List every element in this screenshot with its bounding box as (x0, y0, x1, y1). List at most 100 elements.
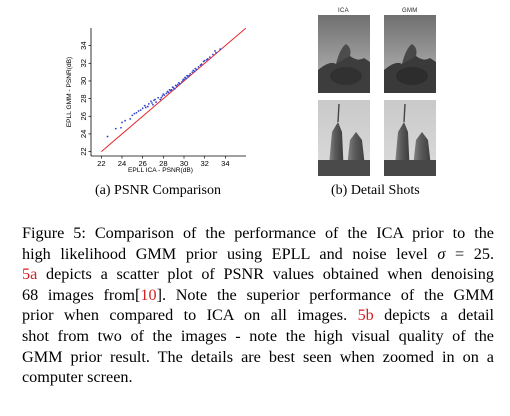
data-points (106, 48, 222, 138)
caption-reference-link[interactable]: 10 (140, 285, 157, 304)
caption-line: shot from two of the images - note the h… (22, 326, 494, 347)
x-tick-label: 24 (118, 159, 126, 168)
caption-text: = 25. (445, 244, 494, 263)
scatter-point (151, 102, 153, 104)
scatter-point (147, 103, 150, 105)
scatter-point (214, 50, 216, 52)
scatter-point (174, 84, 177, 87)
figure-caption: Figure 5: Comparison of the performance … (22, 223, 494, 388)
detail-image-spire-ica (318, 100, 370, 176)
column-label-gmm: GMM (402, 8, 418, 14)
caption-line: Figure 5: Comparison of the performance … (22, 223, 494, 244)
scatter-point (150, 100, 152, 103)
scatter-point (155, 101, 158, 104)
scatter-point (152, 103, 154, 106)
x-tick-labels: 22 24 26 28 30 32 34 (97, 156, 230, 168)
scatter-point (139, 109, 142, 111)
scatter-point (186, 74, 189, 77)
y-tick-label: 26 (79, 112, 88, 120)
diagonal-line-group (101, 28, 246, 152)
scatter-point (170, 88, 173, 91)
caption-text: prior when compared to ICA on all images… (22, 306, 358, 325)
detail-image-spire-gmm (384, 100, 436, 176)
y-axis-label: EPLL GMM - PSNR(dB) (66, 57, 73, 127)
scatter-point (133, 112, 136, 115)
caption-text: 68 images from[ (22, 285, 141, 304)
scatter-point (200, 63, 203, 66)
x-tick-label: 30 (180, 159, 188, 168)
subfigure-b-caption: (b) Detail Shots (331, 183, 420, 198)
caption-line: 5a depicts a scatter plot of PSNR values… (22, 264, 494, 285)
y-tick-label: 24 (79, 130, 88, 138)
y-tick-label: 22 (79, 147, 88, 155)
scatter-point (212, 53, 214, 56)
caption-text: computer screen. (22, 368, 133, 387)
scatter-point (161, 95, 164, 97)
caption-text: depicts a scatter plot of PSNR values ob… (37, 265, 494, 284)
detail-shots (318, 15, 436, 176)
caption-text: Figure 5: Comparison of the performance … (22, 224, 494, 242)
caption-line: 68 images from[10]. Note the superior pe… (22, 285, 494, 306)
x-tick-label: 28 (159, 159, 167, 168)
caption-text: depicts a detail (373, 306, 495, 325)
scatter-point (135, 111, 138, 114)
scatter-point (165, 92, 168, 95)
scatter-point (120, 126, 122, 129)
scatter-point (182, 79, 184, 81)
scatter-point (166, 90, 169, 93)
y-tick-label: 34 (79, 41, 88, 49)
caption-reference-link[interactable]: 5b (357, 306, 374, 325)
scatter-point (194, 67, 197, 70)
y-tick-label: 28 (79, 94, 88, 102)
caption-text: GMM prior result. The details are best s… (22, 347, 494, 366)
scatter-point (208, 56, 211, 59)
scatter-point (129, 118, 132, 120)
scatter-point (143, 104, 146, 107)
x-tick-label: 34 (221, 159, 229, 168)
scatter-point (184, 76, 186, 79)
caption-reference-link[interactable]: 5a (22, 265, 38, 284)
scatter-point (173, 88, 176, 90)
plot-axes (90, 28, 246, 157)
y-tick-label: 30 (79, 77, 88, 85)
scatter-point (177, 81, 180, 84)
scatter-point (168, 88, 171, 91)
scatter-point (206, 57, 209, 60)
scatter-point (124, 119, 126, 122)
scatter-point (203, 59, 206, 62)
scatter-point (181, 80, 183, 83)
x-tick-label: 32 (200, 159, 208, 168)
detail-image-bird-gmm (384, 15, 436, 93)
caption-text: high likelihood GMM prior using EPLL and… (22, 244, 438, 263)
scatter-point (157, 96, 160, 99)
caption-line: prior when compared to ICA on all images… (22, 305, 494, 326)
caption-text: ]. Note the superior performance of the … (156, 285, 494, 304)
scatter-point (154, 98, 156, 101)
scatter-point (159, 98, 162, 101)
scatter-point (192, 69, 195, 72)
scatter-point (137, 110, 140, 112)
caption-line: computer screen. (22, 367, 494, 388)
scatter-point (191, 71, 194, 74)
scatter-point (188, 74, 191, 77)
scatter-point (106, 135, 109, 138)
caption-text: σ (437, 244, 446, 263)
scatter-point (162, 93, 165, 96)
caption-text: shot from two of the images - note the h… (22, 326, 494, 345)
detail-image-bird-ica (318, 15, 370, 93)
scatter-point (219, 48, 222, 51)
scatter-point (141, 107, 144, 110)
subfigure-a-caption: (a) PSNR Comparison (95, 183, 221, 198)
scatter-point (176, 83, 179, 86)
diagonal-line (101, 28, 246, 152)
caption-line: GMM prior result. The details are best s… (22, 347, 494, 368)
scatter-point (197, 65, 200, 68)
psnr-scatter-plot: 22 24 26 28 30 32 34 22 24 26 28 30 32 34 EPLL ICA -… (66, 28, 246, 174)
scatter-point (160, 96, 163, 99)
x-tick-label: 22 (97, 159, 105, 168)
scatter-point (131, 114, 134, 117)
scatter-point (114, 127, 117, 130)
scatter-point (144, 106, 147, 109)
scatter-point (146, 105, 149, 108)
caption-line: high likelihood GMM prior using EPLL and… (22, 244, 494, 265)
